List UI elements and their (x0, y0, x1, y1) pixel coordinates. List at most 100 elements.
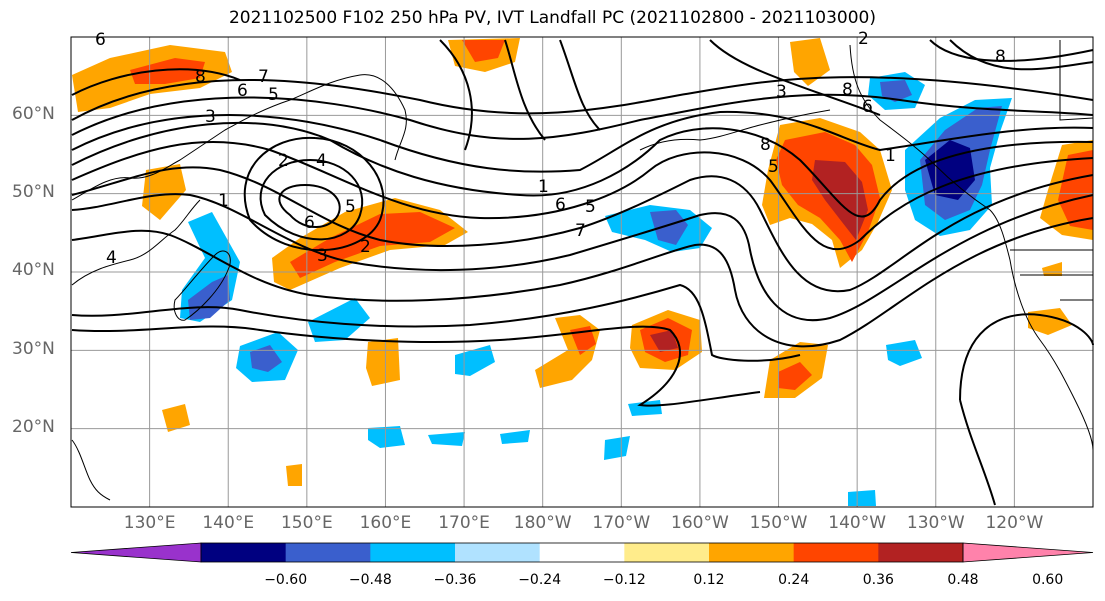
colorbar-tick-label: 0.36 (862, 572, 894, 588)
colorbar-extend-max (962, 542, 1094, 563)
colorbar-swatch (455, 543, 541, 562)
colorbar-swatch (285, 543, 371, 562)
contour-label: 6 (237, 81, 248, 101)
colorbar-swatch (539, 543, 625, 562)
contour-line (504, 39, 546, 141)
contour-line (71, 166, 1094, 293)
negative-anomaly (925, 140, 975, 200)
contour-line (71, 193, 1094, 321)
colorbar-swatch (709, 543, 795, 562)
map-frame (70, 36, 1094, 508)
colorbar-frame (200, 542, 964, 563)
positive-anomaly (366, 338, 400, 386)
colorbar-swatch (370, 543, 456, 562)
contour-line (71, 76, 1094, 121)
positive-anomaly (778, 362, 812, 390)
lon-label: 160°E (359, 513, 412, 533)
contour-label: 5 (768, 157, 779, 177)
contour-label: 2 (858, 29, 869, 49)
coastlines (71, 40, 1094, 501)
contour-label: 4 (106, 248, 117, 268)
colorbar (70, 542, 1094, 563)
contour-line (929, 39, 1094, 62)
lat-label-20n: 20°N (12, 417, 55, 437)
colorbar-swatch (793, 543, 879, 562)
contour-label: 6 (555, 195, 566, 215)
coastline (1010, 249, 1093, 301)
colorbar-tick-label: 0.24 (778, 572, 810, 588)
lon-label: 180°W (513, 513, 572, 533)
lon-label: 150°W (749, 513, 808, 533)
gridlines (71, 37, 1093, 507)
negative-anomaly (428, 432, 465, 446)
lat-label-60n: 60°N (12, 104, 55, 124)
colorbar-tick-label: 0.12 (693, 572, 725, 588)
lon-label: 170°W (592, 513, 651, 533)
contour-label: 1 (218, 191, 229, 211)
contour-label: 2 (360, 237, 371, 257)
negative-anomaly (500, 430, 530, 444)
positive-anomaly (1058, 150, 1093, 230)
lon-label: 160°W (671, 513, 729, 533)
lat-label-40n: 40°N (12, 260, 55, 280)
colorbar-extend-min (70, 542, 202, 563)
contour-label: 4 (316, 151, 327, 171)
negative-anomaly (650, 210, 688, 245)
colorbar-swatch (624, 543, 710, 562)
contour-label: 8 (760, 135, 771, 155)
contour-line (259, 158, 364, 241)
contour-line (959, 313, 1094, 401)
coastline (1059, 40, 1094, 121)
negative-anomaly (848, 490, 876, 506)
positive-anomaly (1042, 262, 1062, 276)
colorbar-tick-label: −0.60 (264, 572, 308, 588)
contour-line (71, 110, 1094, 173)
contour-label: 8 (842, 80, 853, 100)
contour-label: 6 (862, 97, 873, 117)
colorbar-tick-label: 0.48 (947, 572, 979, 588)
colorbar-tick-label: −0.12 (602, 572, 646, 588)
contour-line (559, 39, 601, 131)
coastline (173, 250, 231, 321)
colorbar-swatch (201, 543, 287, 562)
colorbar-swatch (878, 543, 964, 562)
contour-line (71, 68, 241, 96)
lon-label: 140°W (828, 513, 887, 533)
positive-anomaly (812, 160, 868, 240)
contour-label: 6 (304, 213, 315, 233)
contour-label: 6 (95, 30, 106, 50)
lat-label-50n: 50°N (12, 182, 55, 202)
negative-anomaly (604, 436, 630, 460)
contour-line (71, 283, 801, 362)
colorbar-tick-label: −0.24 (518, 572, 562, 588)
negative-anomaly (880, 80, 912, 102)
contour-label: 3 (317, 246, 328, 266)
contour-lines (71, 39, 1094, 506)
contour-line (71, 93, 1094, 140)
negative-anomaly (628, 400, 662, 416)
contour-line (243, 136, 385, 251)
coastline (639, 109, 831, 151)
positive-anomaly (286, 464, 302, 486)
colorbar-tick-label: 0.60 (1032, 572, 1064, 588)
contour-label: 1 (538, 177, 549, 197)
contour-line (439, 39, 473, 151)
contour-label: 7 (575, 221, 586, 241)
positive-anomaly (290, 212, 455, 278)
contour-line (709, 39, 881, 116)
positive-anomaly (162, 404, 190, 432)
negative-anomaly (308, 298, 370, 342)
positive-anomaly (535, 315, 600, 388)
contour-label: 1 (885, 146, 896, 166)
contour-line (959, 399, 996, 506)
contour-label: 5 (585, 197, 596, 217)
coastline (849, 44, 1094, 451)
lon-label: 140°E (202, 513, 255, 533)
map-title: 2021102500 F102 250 hPa PV, IVT Landfall… (228, 8, 876, 28)
coastline (71, 74, 407, 201)
lon-label: 120°W (985, 513, 1044, 533)
positive-anomaly (462, 40, 505, 62)
contour-label: 8 (195, 67, 206, 87)
